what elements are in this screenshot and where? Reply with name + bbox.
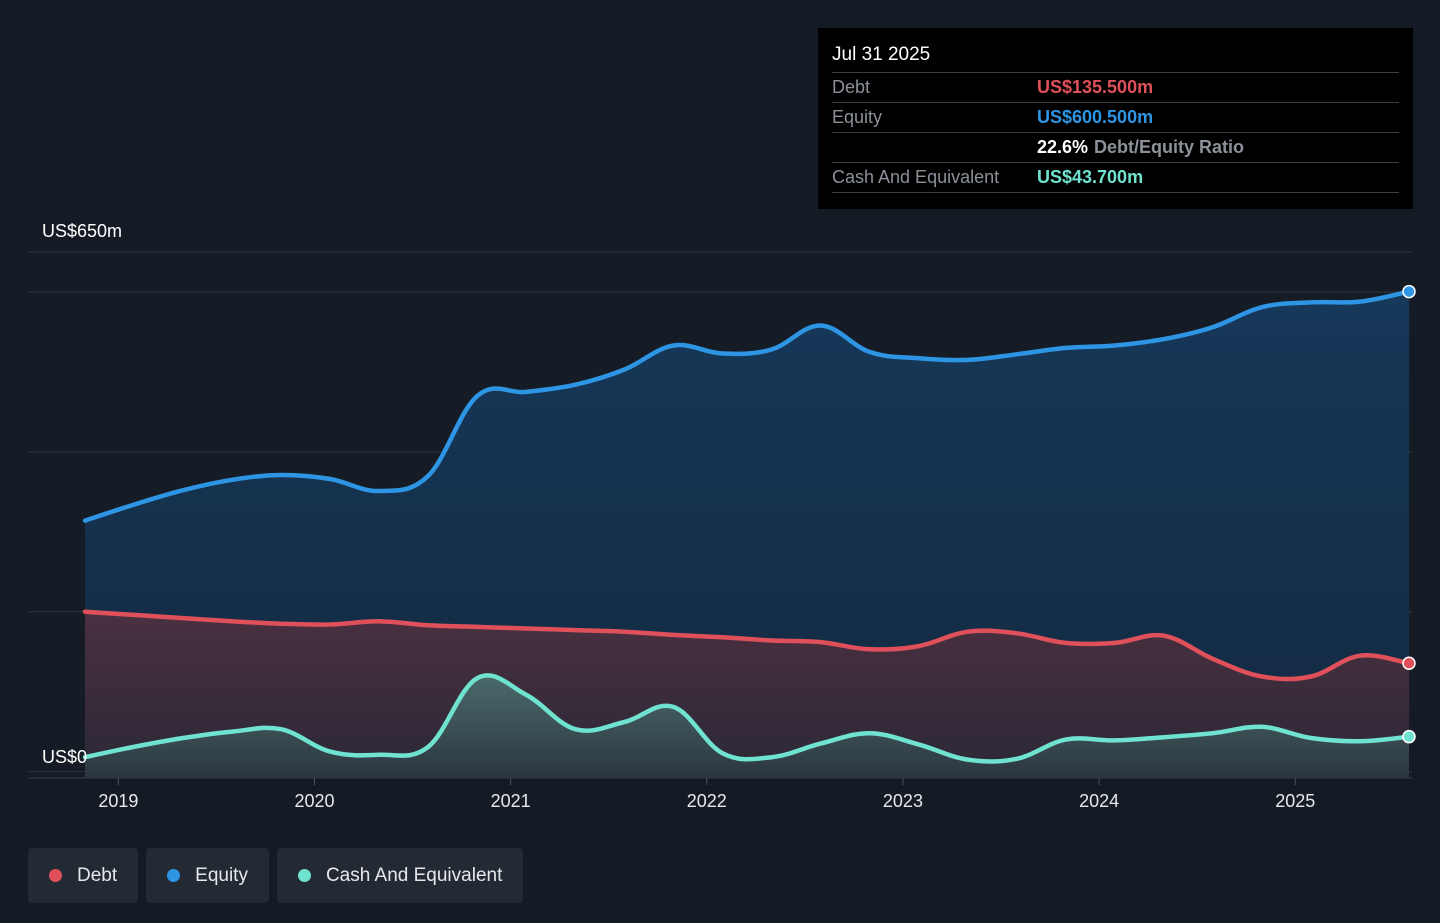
tooltip-ratio-value: 22.6% (1037, 137, 1089, 157)
end-markers (1402, 284, 1416, 744)
x-axis-ticks: 2019 2020 2021 2022 2023 2024 2025 (98, 778, 1315, 811)
debt-end-marker[interactable] (1402, 656, 1416, 671)
chart-legend: Debt Equity Cash And Equivalent (28, 848, 524, 903)
legend-item-debt[interactable]: Debt (28, 848, 139, 903)
tooltip-date: Jul 31 2025 (832, 44, 931, 65)
equity-end-marker[interactable] (1402, 284, 1416, 299)
legend-item-equity[interactable]: Equity (146, 848, 269, 903)
tooltip-ratio-row: 22.6% Debt/Equity Ratio (832, 132, 1399, 162)
x-tick-label: 2023 (883, 791, 923, 811)
cash-end-marker[interactable] (1402, 729, 1416, 744)
debt-line (82, 609, 1412, 682)
y-axis-top-label: US$650m (42, 221, 122, 241)
tooltip-cash-value: US$43.700m (1037, 167, 1144, 187)
legend-equity-label: Equity (195, 864, 248, 886)
x-tick-label: 2024 (1079, 791, 1119, 811)
tooltip-debt-label: Debt (832, 77, 871, 97)
x-tick-label: 2025 (1275, 791, 1315, 811)
equity-dot-icon (167, 869, 181, 882)
tooltip-debt-value: US$135.500m (1037, 77, 1154, 97)
equity-line (82, 289, 1412, 523)
cash-area (85, 675, 1409, 778)
tooltip-equity-row: Equity US$600.500m (832, 102, 1399, 132)
tooltip-cash-label: Cash And Equivalent (832, 167, 1000, 187)
tooltip-debt-row: Debt US$135.500m (832, 72, 1399, 102)
tooltip-cash-row: Cash And Equivalent US$43.700m (832, 162, 1399, 193)
x-tick-label: 2020 (294, 791, 334, 811)
x-tick-label: 2019 (98, 791, 138, 811)
tooltip-equity-label: Equity (832, 107, 883, 127)
legend-debt-label: Debt (77, 864, 118, 886)
hover-tooltip: Jul 31 2025 Debt US$135.500m Equity US$6… (818, 28, 1413, 209)
tooltip-ratio-label: Debt/Equity Ratio (1094, 137, 1245, 157)
series-lines (82, 289, 1412, 764)
x-tick-label: 2021 (491, 791, 531, 811)
legend-item-cash[interactable]: Cash And Equivalent (276, 848, 524, 903)
cash-dot-icon (297, 869, 311, 882)
legend-cash-label: Cash And Equivalent (325, 864, 503, 886)
tooltip-equity-value: US$600.500m (1037, 107, 1154, 127)
x-tick-label: 2022 (687, 791, 727, 811)
y-axis-bottom-label: US$0 (42, 747, 87, 767)
cash-line (82, 673, 1412, 764)
debt-dot-icon (49, 869, 62, 882)
